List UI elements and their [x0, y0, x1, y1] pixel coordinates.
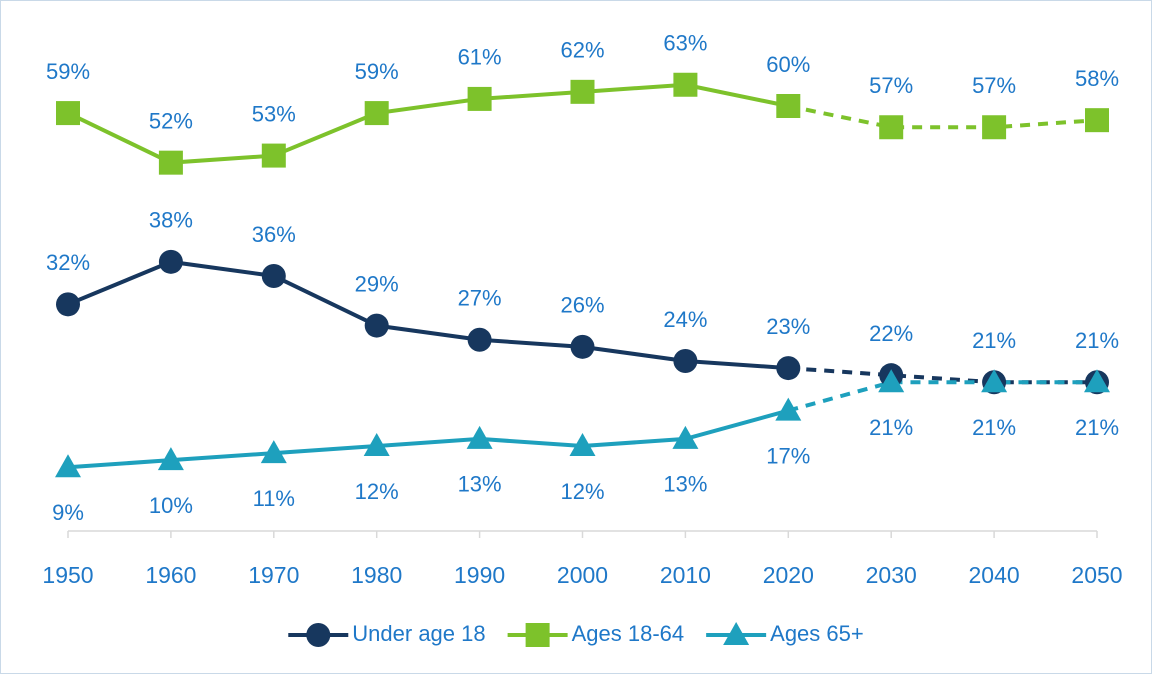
- point: [878, 369, 905, 393]
- data-label: 10%: [149, 493, 193, 518]
- point: [55, 454, 81, 478]
- data-label: 23%: [766, 314, 810, 339]
- data-label: 21%: [1075, 415, 1119, 440]
- data-label: 59%: [355, 59, 399, 84]
- series-line: [67, 408, 789, 470]
- point: [364, 101, 389, 126]
- data-label: 57%: [972, 73, 1016, 98]
- point: [673, 349, 698, 373]
- data-label: 11%: [253, 486, 295, 511]
- point: [570, 334, 595, 359]
- point: [363, 433, 390, 456]
- data-label: 61%: [458, 45, 502, 70]
- legend-label: Ages 65+: [770, 621, 864, 646]
- data-label: 24%: [663, 307, 707, 332]
- point: [879, 115, 904, 140]
- point: [158, 249, 183, 274]
- point: [569, 433, 596, 456]
- point: [1085, 108, 1109, 133]
- data-label: 52%: [149, 108, 193, 133]
- point: [570, 79, 595, 104]
- point: [158, 150, 183, 175]
- point: [981, 369, 1008, 393]
- data-label: 9%: [52, 500, 84, 525]
- data-label: 32%: [46, 250, 90, 275]
- legend-label: Under age 18: [352, 621, 485, 646]
- legend-marker: [723, 622, 750, 645]
- point: [467, 86, 492, 111]
- x-tick-label: 2020: [763, 562, 814, 588]
- data-label: 22%: [869, 321, 913, 346]
- point: [261, 264, 286, 288]
- x-tick-label: 1990: [454, 562, 505, 588]
- data-label: 63%: [663, 31, 707, 56]
- x-tick-label: 1960: [145, 562, 196, 588]
- series-line: [67, 82, 789, 165]
- data-label: 26%: [560, 293, 604, 318]
- legend-marker: [525, 623, 550, 647]
- point: [261, 143, 286, 168]
- legend-marker: [306, 623, 331, 647]
- point: [56, 101, 80, 126]
- x-tick-label: 2000: [557, 562, 608, 588]
- data-label: 13%: [458, 472, 502, 497]
- series-line: [67, 259, 789, 371]
- point: [467, 327, 492, 352]
- x-tick-label: 1970: [248, 562, 299, 588]
- data-label: 21%: [972, 328, 1016, 353]
- data-label: 59%: [46, 59, 90, 84]
- data-label: 58%: [1075, 66, 1119, 91]
- point: [56, 292, 80, 317]
- point: [260, 440, 287, 464]
- x-tick-label: 2050: [1071, 562, 1122, 588]
- projected-line: [787, 380, 1097, 413]
- point: [157, 447, 184, 471]
- point: [982, 115, 1007, 140]
- x-tick-label: 2030: [866, 562, 917, 588]
- point: [673, 72, 698, 97]
- data-label: 12%: [355, 479, 399, 504]
- data-label: 13%: [663, 472, 707, 497]
- x-tick-label: 1950: [42, 562, 93, 588]
- point: [672, 425, 699, 449]
- legend-label: Ages 18-64: [572, 621, 685, 646]
- data-label: 12%: [560, 479, 604, 504]
- x-tick-label: 1980: [351, 562, 402, 588]
- data-label: 62%: [560, 38, 604, 63]
- x-tick-label: 2040: [969, 562, 1020, 588]
- projected-line: [787, 104, 1098, 130]
- point: [466, 425, 493, 449]
- data-label: 53%: [252, 101, 296, 126]
- data-label: 57%: [869, 73, 913, 98]
- point: [776, 356, 801, 381]
- point: [776, 94, 801, 118]
- data-label: 27%: [458, 286, 502, 311]
- data-label: 36%: [252, 222, 296, 247]
- point: [1084, 369, 1110, 393]
- point: [775, 397, 802, 421]
- point: [364, 313, 389, 338]
- data-label: 21%: [869, 415, 913, 440]
- data-label: 21%: [1075, 328, 1119, 353]
- data-label: 60%: [766, 52, 810, 77]
- data-label: 29%: [355, 271, 399, 296]
- data-label: 38%: [149, 208, 193, 233]
- x-tick-label: 2010: [660, 562, 711, 588]
- data-label: 17%: [766, 443, 810, 468]
- data-label: 21%: [972, 415, 1016, 440]
